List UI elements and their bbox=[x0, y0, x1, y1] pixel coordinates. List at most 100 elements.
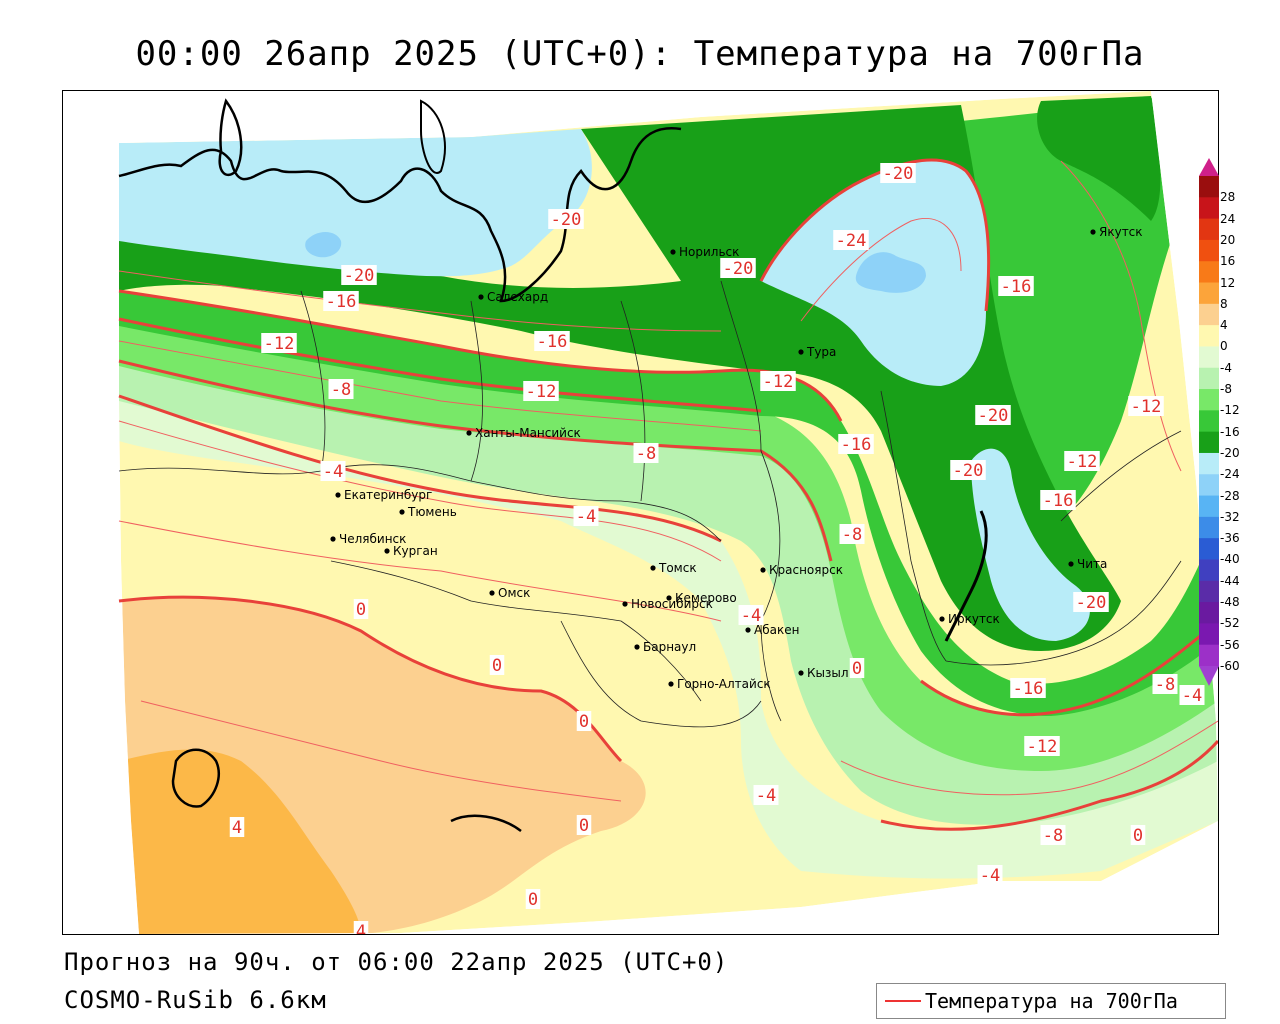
isotherm-label: 0 bbox=[528, 890, 538, 910]
city-label: Омск bbox=[498, 586, 530, 600]
city-marker bbox=[330, 536, 336, 542]
isotherm-label: -8 bbox=[842, 525, 862, 545]
isotherm-label: -4 bbox=[741, 606, 761, 626]
isotherm-label: -8 bbox=[1043, 826, 1063, 846]
isotherm-label-bg bbox=[523, 381, 559, 401]
colorbar-cell bbox=[1199, 644, 1219, 667]
isotherm-label: -20 bbox=[1076, 593, 1107, 613]
colorbar-cell bbox=[1199, 580, 1219, 603]
city-label: Ханты-Мансийск bbox=[475, 426, 581, 440]
city-marker bbox=[634, 644, 640, 650]
isotherm-label: -4 bbox=[576, 507, 596, 527]
city-marker bbox=[1090, 229, 1096, 235]
isotherm-label-bg bbox=[229, 817, 245, 837]
city-label: Томск bbox=[658, 561, 697, 575]
colorbar-tick-label: -60 bbox=[1220, 659, 1240, 673]
isotherm-label: -12 bbox=[1131, 397, 1162, 417]
isotherm-label-bg bbox=[323, 291, 359, 311]
colorbar-cell bbox=[1199, 431, 1219, 454]
city-marker bbox=[384, 548, 390, 554]
isotherm-label-bg bbox=[1010, 678, 1046, 698]
isotherm-label: 0 bbox=[579, 712, 589, 732]
isotherm-label: 0 bbox=[492, 656, 502, 676]
isotherm-label-bg bbox=[1179, 685, 1205, 705]
isotherm-label-bg bbox=[838, 434, 874, 454]
city-label: Иркутск bbox=[948, 612, 1000, 626]
isotherm-label-bg bbox=[320, 461, 346, 481]
colorbar-tick-label: -52 bbox=[1220, 616, 1240, 631]
colorbar-tick-label: -56 bbox=[1220, 637, 1240, 652]
colorbar-tick-label: -16 bbox=[1220, 424, 1240, 439]
isotherm-label: -4 bbox=[756, 786, 776, 806]
colorbar-tick-label: -4 bbox=[1220, 360, 1232, 375]
city-label: Тура bbox=[806, 345, 836, 359]
colorbar-tick-label: -12 bbox=[1220, 403, 1240, 418]
isotherm-label-bg bbox=[1064, 451, 1100, 471]
isotherm-label: -24 bbox=[836, 231, 867, 251]
model-info: COSMO-RuSib 6.6км bbox=[64, 986, 327, 1014]
zone-minus16 bbox=[119, 96, 1218, 716]
city-marker bbox=[466, 430, 472, 436]
isotherm-label: -8 bbox=[636, 444, 656, 464]
admin-borders bbox=[118, 280, 1182, 728]
colorbar-top-arrow bbox=[1199, 158, 1219, 176]
isotherm-label-bg bbox=[534, 331, 570, 351]
isotherm-label: -4 bbox=[980, 866, 1000, 886]
city-marker bbox=[798, 349, 804, 355]
isotherm-label-bg bbox=[328, 379, 354, 399]
isotherm-label-bg bbox=[753, 785, 779, 805]
zone-minus4 bbox=[119, 396, 1218, 879]
isotherm-label-bg bbox=[1040, 490, 1076, 510]
city-label: Курган bbox=[393, 544, 438, 558]
isotherm-label-bg bbox=[341, 265, 377, 285]
colorbar: 28 24 20 16 12 8 4 0 -4 -8 -12 -16 -20 -24 -28 -32 -36 -4… bbox=[1199, 158, 1279, 690]
city-label: Кемерово bbox=[675, 591, 737, 605]
colorbar-cell bbox=[1199, 303, 1219, 326]
city-marker bbox=[760, 567, 766, 573]
city-marker bbox=[668, 681, 674, 687]
isotherm-label: -4 bbox=[323, 462, 343, 482]
isotherm-label-layer: -20 -20 -16 -12 -16 -12 -8 -8 -4 -4 -20 -20 -24 -16 -1… bbox=[229, 163, 1205, 934]
colorbar-tick-label: -36 bbox=[1220, 531, 1240, 546]
isotherm-label-bg bbox=[525, 889, 541, 909]
map-panel[interactable]: Норильск Салехард Тура Якутск Ханты-Мансийск… bbox=[62, 90, 1219, 935]
temperature-map[interactable]: Норильск Салехард Тура Якутск Ханты-Мансийск… bbox=[63, 91, 1218, 934]
isotherm-label: -20 bbox=[883, 164, 914, 184]
isotherm-label-bg bbox=[1152, 674, 1178, 694]
colorbar-tick-label: -48 bbox=[1220, 595, 1240, 610]
city-marker bbox=[478, 294, 484, 300]
colorbar-cell bbox=[1199, 559, 1219, 582]
city-marker bbox=[670, 249, 676, 255]
isotherm-label-bg bbox=[839, 524, 865, 544]
city-label: Кызыл bbox=[807, 666, 849, 680]
legend-label: Температура на 700гПа bbox=[925, 989, 1178, 1013]
colorbar-tick-label: -28 bbox=[1220, 488, 1240, 503]
isotherm-label-bg bbox=[489, 655, 505, 675]
city-label: Тюмень bbox=[407, 505, 457, 519]
colorbar-cell bbox=[1199, 261, 1219, 284]
colorbar-cell bbox=[1199, 367, 1219, 390]
colorbar-tick-label: -20 bbox=[1220, 445, 1240, 460]
legend-line-swatch bbox=[885, 1000, 921, 1002]
caspian-area bbox=[171, 748, 220, 808]
colorbar-cell bbox=[1199, 410, 1219, 433]
city-marker bbox=[650, 565, 656, 571]
isotherm-label-bg bbox=[1128, 396, 1164, 416]
colorbar-tick-label: 16 bbox=[1220, 254, 1236, 269]
colorbar-tick-label: 0 bbox=[1220, 339, 1228, 354]
colorbar-cell bbox=[1199, 325, 1219, 347]
isotherm-label-bg bbox=[576, 711, 592, 731]
isotherm-label-bg bbox=[977, 865, 1003, 885]
arctic-coastline bbox=[118, 127, 682, 303]
isotherm-label-bg bbox=[998, 276, 1034, 296]
colorbar-tick-label: -40 bbox=[1220, 552, 1240, 567]
city-label: Барнаул bbox=[643, 640, 696, 654]
island-coast bbox=[420, 99, 446, 174]
isotherm-label: 0 bbox=[356, 600, 366, 620]
isotherm-label-bg bbox=[880, 163, 916, 183]
isotherm-label-bg bbox=[849, 658, 865, 678]
isotherm-label-bg bbox=[633, 443, 659, 463]
isotherm-label: -12 bbox=[1067, 452, 1098, 472]
colorbar-cell bbox=[1199, 495, 1219, 518]
colorbar-cells bbox=[1199, 176, 1219, 667]
